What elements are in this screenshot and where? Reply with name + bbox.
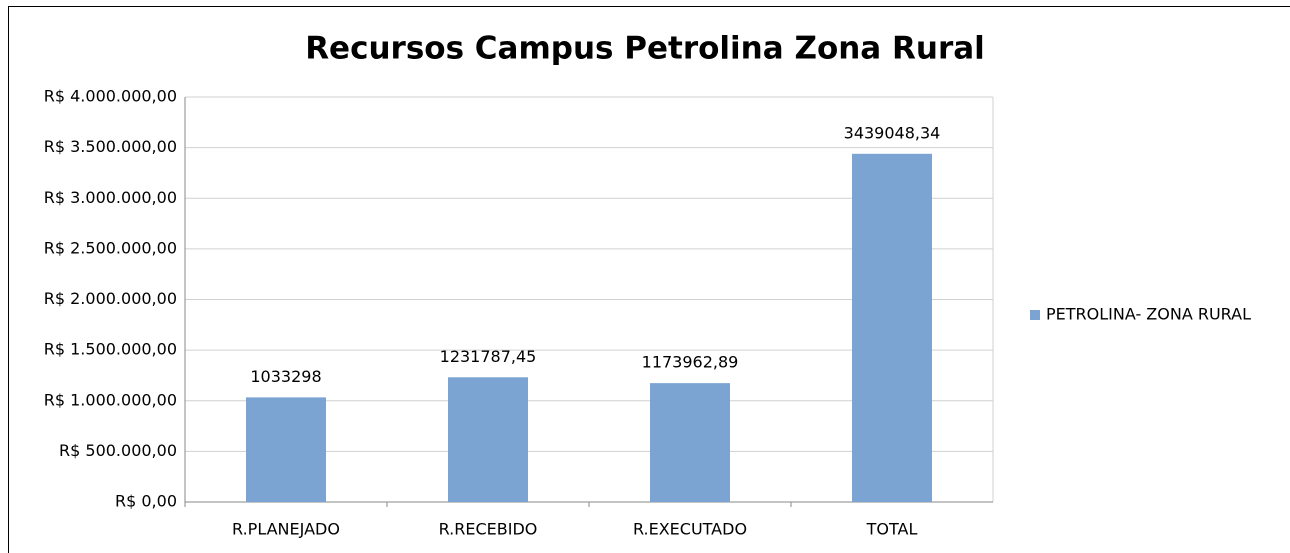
y-tick-label: R$ 3.500.000,00 (44, 137, 177, 156)
bar (852, 153, 932, 502)
data-label: 1033298 (250, 367, 321, 386)
legend-swatch (1030, 310, 1040, 320)
y-tick-label: R$ 0,00 (115, 492, 177, 511)
y-tick-label: R$ 3.000.000,00 (44, 188, 177, 207)
y-tick-label: R$ 1.500.000,00 (44, 340, 177, 359)
legend-label: PETROLINA- ZONA RURAL (1046, 305, 1251, 324)
x-tick-label: TOTAL (866, 520, 918, 539)
data-label: 1173962,89 (642, 353, 739, 372)
data-label: 1231787,45 (440, 347, 537, 366)
y-tick-label: R$ 2.000.000,00 (44, 289, 177, 308)
x-tick-label: R.RECEBIDO (439, 520, 538, 539)
y-tick-label: R$ 1.000.000,00 (44, 390, 177, 409)
x-tick-label: R.PLANEJADO (232, 520, 340, 539)
chart-title: Recursos Campus Petrolina Zona Rural (305, 31, 985, 67)
y-tick-label: R$ 2.500.000,00 (44, 238, 177, 257)
bar (448, 377, 528, 502)
chart-frame (8, 6, 1290, 553)
bar (246, 397, 326, 502)
bar (650, 383, 730, 502)
y-tick-label: R$ 500.000,00 (59, 441, 177, 460)
data-label: 3439048,34 (844, 123, 941, 142)
x-tick-label: R.EXECUTADO (633, 520, 747, 539)
y-tick-label: R$ 4.000.000,00 (44, 87, 177, 106)
